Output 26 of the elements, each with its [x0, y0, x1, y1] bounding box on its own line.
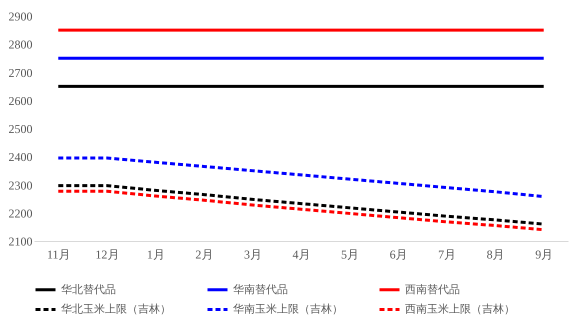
x-tick-label: 3月	[244, 248, 262, 262]
x-tick-label: 9月	[535, 248, 554, 262]
y-tick-label: 2600	[8, 94, 32, 108]
y-tick-label: 2300	[8, 178, 32, 192]
legend-label: 西南替代品	[405, 282, 460, 296]
y-tick-label: 2900	[8, 10, 32, 24]
x-tick-label: 12月	[95, 248, 120, 262]
legend-label: 华南替代品	[233, 282, 288, 296]
x-tick-label: 8月	[486, 248, 505, 262]
x-tick-label: 2月	[195, 248, 214, 262]
x-tick-label: 6月	[390, 248, 408, 262]
y-tick-label: 2100	[8, 234, 32, 248]
y-tick-label: 2500	[8, 122, 32, 136]
x-tick-label: 7月	[438, 248, 456, 262]
x-tick-label: 5月	[341, 248, 360, 262]
y-tick-label: 2700	[8, 66, 32, 80]
y-tick-label: 2800	[8, 38, 32, 52]
x-tick-label: 4月	[292, 248, 310, 262]
x-tick-label: 1月	[146, 248, 165, 262]
y-tick-label: 2400	[8, 150, 32, 164]
x-tick-label: 11月	[46, 248, 71, 262]
legend-label: 西南玉米上限（吉林）	[405, 302, 515, 316]
y-tick-label: 2200	[8, 206, 32, 220]
legend-label: 华北替代品	[61, 282, 116, 296]
legend-label: 华南玉米上限（吉林）	[233, 302, 343, 316]
legend-label: 华北玉米上限（吉林）	[61, 302, 171, 316]
